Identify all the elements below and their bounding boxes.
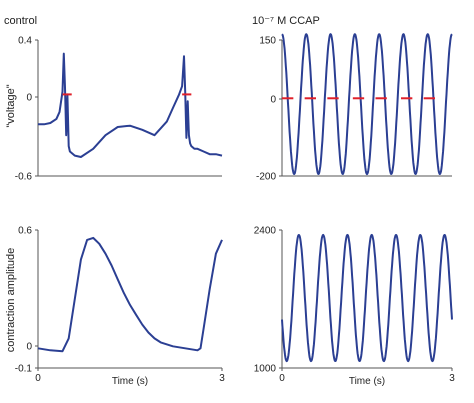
y-tick-label: 0 bbox=[270, 95, 276, 106]
chart-ccap-voltage: 150 0 -200 bbox=[256, 33, 453, 183]
y-tick-label: 2400 bbox=[254, 226, 277, 237]
panel-title-control: control bbox=[4, 15, 37, 27]
y-tick-label: -0.6 bbox=[15, 172, 33, 183]
series-line bbox=[38, 52, 223, 158]
series-line bbox=[37, 236, 223, 353]
x-tick-label: 3 bbox=[219, 373, 225, 384]
x-tick-label: 3 bbox=[449, 373, 455, 384]
y-tick-label: 0.6 bbox=[18, 226, 32, 237]
y-tick-label: 1000 bbox=[254, 364, 277, 375]
y-tick-label: -0.1 bbox=[15, 364, 33, 375]
x-axis-title: Time (s) bbox=[112, 376, 148, 387]
x-axis-title: Time (s) bbox=[349, 376, 385, 387]
y-tick-label: 0 bbox=[26, 342, 32, 353]
y-tick-label: 150 bbox=[259, 36, 276, 47]
ylabel-voltage: "voltage" bbox=[5, 84, 17, 127]
ylabel-contraction: contraction amplitude bbox=[5, 248, 17, 353]
chart-control-voltage: 0.4 0 -0.6 bbox=[15, 36, 223, 183]
series-line bbox=[281, 233, 453, 363]
x-tick-label: 0 bbox=[279, 373, 285, 384]
x-tick-label: 0 bbox=[35, 373, 41, 384]
y-tick-label: 0 bbox=[26, 93, 32, 104]
series-line bbox=[281, 33, 453, 176]
y-tick-label: 0.4 bbox=[18, 36, 32, 47]
y-tick-label: -200 bbox=[256, 172, 276, 183]
panel-title-ccap: 10⁻⁷ M CCAP bbox=[252, 15, 320, 27]
